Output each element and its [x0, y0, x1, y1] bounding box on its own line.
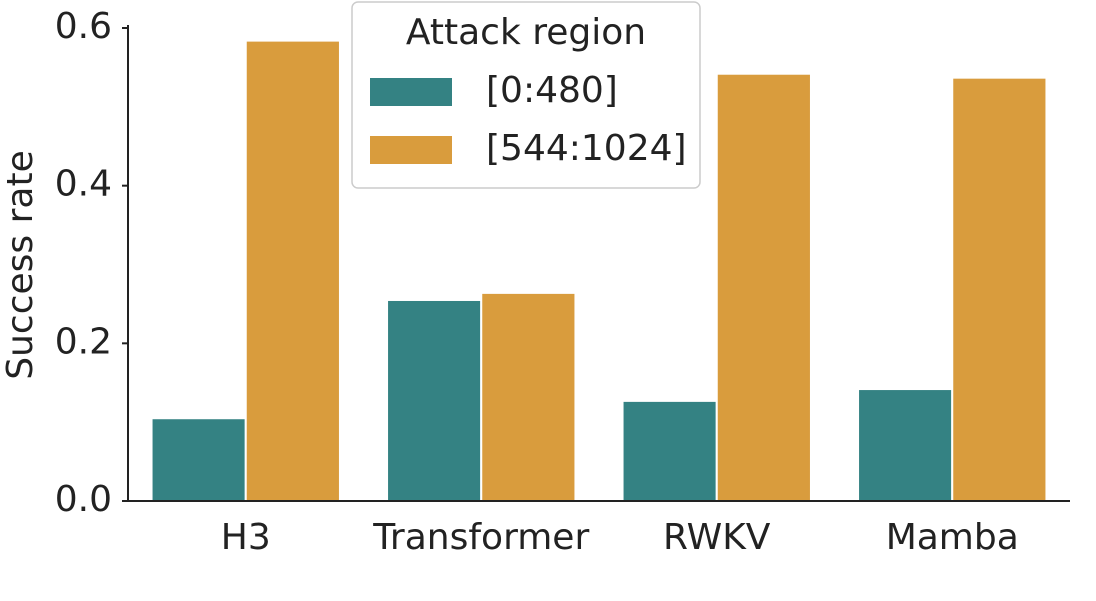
bar [244, 39, 341, 502]
bar [857, 388, 954, 503]
y-axis-label: Success rate [0, 150, 41, 379]
bar [621, 399, 718, 502]
x-tick-label: RWKV [663, 517, 771, 558]
legend-swatch [370, 78, 452, 106]
y-tick-label: 0.2 [55, 321, 112, 362]
legend-swatch [370, 136, 452, 164]
x-tick-label: H3 [221, 517, 271, 558]
bar [150, 417, 247, 503]
bar [715, 72, 812, 503]
y-tick-label: 0.0 [55, 479, 112, 520]
bar [951, 76, 1048, 502]
x-tick-label: Mamba [886, 517, 1019, 558]
legend-label: [544:1024] [486, 128, 687, 169]
y-tick-label: 0.6 [55, 6, 112, 47]
bar [480, 291, 577, 502]
y-tick-label: 0.4 [55, 164, 112, 205]
bar [386, 298, 483, 502]
legend-label: [0:480] [486, 70, 618, 111]
x-tick-label: Transformer [372, 517, 589, 558]
legend-title: Attack region [406, 12, 646, 53]
